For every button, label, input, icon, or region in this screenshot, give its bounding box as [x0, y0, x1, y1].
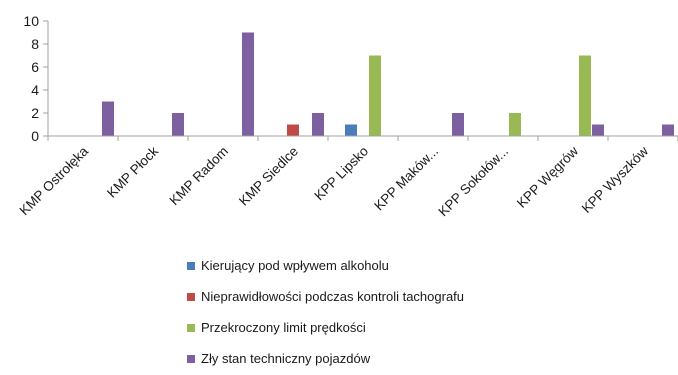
legend-label: Nieprawidłowości podczas kontroli tachog…	[201, 289, 464, 304]
legend: Kierujący pod wpływem alkoholu Nieprawidł…	[187, 258, 464, 366]
y-tick-label: 6	[31, 59, 39, 75]
y-tick-label: 8	[31, 36, 39, 52]
x-category-label: KPP Maków...	[371, 144, 441, 214]
x-category-label: KPP Wyszków	[579, 143, 652, 216]
bar	[345, 124, 357, 136]
bar	[579, 55, 591, 136]
bar	[312, 113, 324, 136]
legend-swatch	[187, 293, 195, 301]
bar	[592, 124, 604, 136]
bar	[287, 124, 299, 136]
legend-label: Przekroczony limit prędkości	[201, 320, 366, 335]
x-category-label: KMP Radom	[167, 144, 232, 209]
y-tick-label: 4	[31, 82, 39, 98]
x-category-label: KPP Sokołów...	[435, 144, 511, 220]
y-tick-label: 2	[31, 105, 39, 121]
x-category-label: KPP Lipsko	[311, 144, 371, 204]
y-axis: 0 2 4 6 8 10	[23, 13, 49, 144]
bar	[369, 55, 381, 136]
x-category-label: KMP Ostrołęka	[16, 143, 91, 218]
x-category-label: KMP Płock	[104, 143, 161, 200]
bar	[102, 101, 114, 136]
x-category-label: KMP Siedlce	[236, 144, 301, 209]
y-tick-label: 0	[31, 128, 39, 144]
y-tick-label: 10	[23, 13, 39, 29]
x-axis: KMP Ostrołęka KMP Płock KMP Radom KMP Siedl…	[16, 135, 678, 220]
bar	[452, 113, 464, 136]
bar	[509, 113, 521, 136]
legend-label: Zły stan techniczny pojazdów	[201, 351, 371, 366]
legend-swatch	[187, 324, 195, 332]
bar	[242, 32, 254, 136]
bars	[102, 32, 674, 136]
bar	[172, 113, 184, 136]
legend-swatch	[187, 355, 195, 363]
x-category-label: KPP Węgrów	[514, 143, 581, 210]
bar	[662, 124, 674, 136]
legend-swatch	[187, 262, 195, 270]
legend-label: Kierujący pod wpływem alkoholu	[201, 258, 389, 273]
